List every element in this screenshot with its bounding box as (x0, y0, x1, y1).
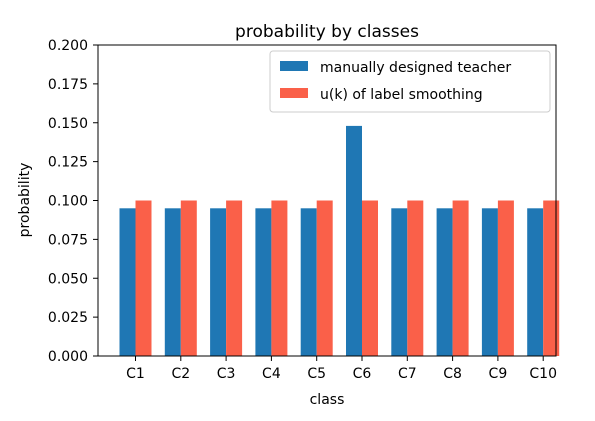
legend-swatch-label-smoothing (280, 88, 308, 98)
bar-teacher-c8 (436, 208, 453, 356)
bar-smoothing-c3 (226, 200, 243, 356)
x-tick-label-c5: C5 (307, 366, 326, 382)
bar-smoothing-c7 (407, 200, 424, 356)
x-tick-label-c6: C6 (353, 366, 372, 382)
legend-label-manually-designed-teacher: manually designed teacher (320, 60, 511, 76)
bar-teacher-c4 (255, 208, 272, 356)
y-tick-label: 0.125 (48, 155, 88, 171)
bar-smoothing-c1 (135, 200, 152, 356)
legend-box (269, 50, 551, 113)
y-axis: 0.000 0.025 0.050 0.075 0.100 0.125 0.150 0.175… (48, 38, 98, 365)
legend: manually designed teacher u(k) of label … (269, 50, 551, 113)
x-tick-label-c10: C10 (529, 366, 557, 382)
x-tick-label-c9: C9 (489, 366, 508, 382)
bar-smoothing-c2 (180, 200, 197, 356)
bar-teacher-c3 (210, 208, 227, 356)
y-tick-label: 0.200 (48, 38, 88, 54)
y-tick-label: 0.000 (48, 349, 88, 365)
bar-smoothing-c4 (271, 200, 288, 356)
y-tick-label: 0.150 (48, 116, 88, 132)
bar-smoothing-c9 (497, 200, 514, 356)
x-axis: C1 C2 C3 C4 C5 C6 C7 C8 C9 C10 (126, 356, 557, 382)
legend-swatch-manually-designed-teacher (280, 61, 308, 71)
x-tick-label-c3: C3 (217, 366, 236, 382)
bar-smoothing-c10 (543, 200, 560, 356)
bar-teacher-c5 (300, 208, 317, 356)
x-tick-label-c2: C2 (171, 366, 190, 382)
y-tick-label: 0.175 (48, 77, 88, 93)
plot-area (119, 125, 560, 357)
y-tick-label: 0.050 (48, 271, 88, 287)
y-axis-label: probability (17, 163, 33, 238)
bar-teacher-c2 (164, 208, 181, 356)
bar-teacher-c9 (481, 208, 498, 356)
bar-smoothing-c5 (316, 200, 333, 356)
bar-teacher-c1 (119, 208, 136, 356)
legend-label-label-smoothing: u(k) of label smoothing (320, 87, 483, 103)
bar-teacher-c7 (391, 208, 408, 356)
y-tick-label: 0.100 (48, 194, 88, 210)
x-axis-label: class (310, 392, 345, 408)
y-tick-label: 0.075 (48, 232, 88, 248)
chart-title: probability by classes (235, 22, 419, 42)
y-tick-label: 0.025 (48, 310, 88, 326)
x-tick-label-c1: C1 (126, 366, 145, 382)
x-tick-label-c8: C8 (443, 366, 462, 382)
bar-smoothing-c6 (362, 200, 378, 356)
bar-teacher-c10 (527, 208, 544, 356)
bar-teacher-c6 (346, 125, 362, 357)
x-tick-label-c7: C7 (398, 366, 417, 382)
bar-smoothing-c8 (452, 200, 469, 356)
x-tick-label-c4: C4 (262, 366, 281, 382)
